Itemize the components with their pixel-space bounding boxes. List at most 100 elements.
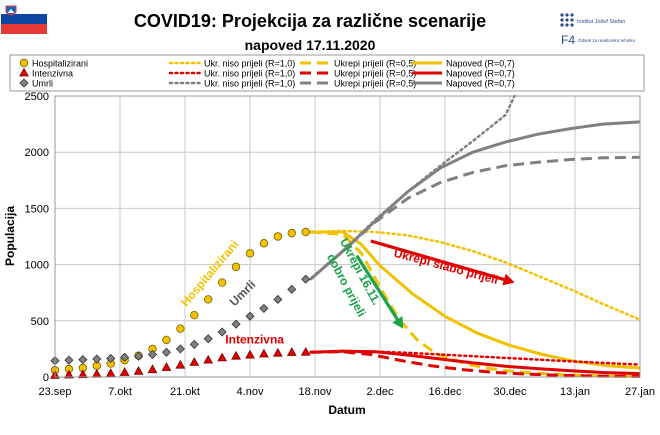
data-point <box>217 278 227 287</box>
data-point <box>189 357 200 366</box>
y-tick-label: 2000 <box>25 147 49 159</box>
data-point <box>300 346 311 356</box>
data-point <box>301 227 310 237</box>
legend-entry: Napoved (R=0,7) <box>412 79 515 89</box>
series-7 <box>310 350 641 378</box>
arrow-shaft <box>355 254 399 321</box>
ijs-logo: Institut Jožef Stefan <box>560 13 625 27</box>
data-point <box>120 352 130 362</box>
legend-entry: Napoved (R=0,7) <box>412 59 515 69</box>
series-layer <box>50 94 642 379</box>
legend-label: Napoved (R=0,7) <box>446 59 515 69</box>
legend-label: Intenzivna <box>32 69 73 79</box>
plot-border <box>54 95 641 378</box>
data-point <box>245 311 255 321</box>
series-11 <box>309 120 641 281</box>
y-tick-label: 2500 <box>25 91 49 103</box>
data-point <box>64 369 74 379</box>
x-tick-label: 7.okt <box>108 386 132 398</box>
data-point <box>161 347 171 357</box>
x-tick-label: 30.dec <box>493 386 527 398</box>
data-point <box>231 319 241 329</box>
data-point <box>272 347 283 357</box>
legend-label: Ukr. niso prijeli (R=1,0) <box>204 79 295 89</box>
y-tick-label: 500 <box>31 316 49 328</box>
x-tick-label: 21.okt <box>170 386 200 398</box>
y-tick-label: 1000 <box>25 260 49 272</box>
flag-stripe-white <box>1 4 47 14</box>
y-tick-label: 0 <box>43 372 49 384</box>
legend-label: Umrli <box>32 79 53 89</box>
data-point <box>204 295 213 304</box>
data-point <box>133 366 144 375</box>
y-tick-labels: 0 500 1000 1500 2000 2500 <box>25 91 49 384</box>
chart-subtitle: napoved 17.11.2020 <box>245 37 376 53</box>
data-point <box>287 228 296 238</box>
data-point <box>287 284 297 294</box>
series-4 <box>310 230 641 378</box>
data-point <box>119 367 130 376</box>
slovenia-flag <box>1 4 47 34</box>
f4-logo: F4 Odsek za reaktorsko tehniko <box>561 33 636 47</box>
data-point <box>92 354 102 364</box>
data-point <box>190 310 199 320</box>
series-2 <box>50 274 311 366</box>
y-tick-label: 1500 <box>25 203 49 215</box>
annotation-label: Intenzivna <box>225 332 284 346</box>
x-tick-label: 27.jan <box>625 386 655 398</box>
data-point <box>77 369 88 379</box>
legend-swatch <box>19 78 29 88</box>
x-tick-label: 18.nov <box>298 386 332 398</box>
data-point <box>245 349 255 359</box>
chart-title: COVID19: Projekcija za različne scenarij… <box>134 11 486 31</box>
x-tick-label: 16.dec <box>428 386 462 398</box>
legend-swatch <box>19 67 29 77</box>
data-point <box>231 350 241 360</box>
data-point <box>175 344 185 354</box>
x-tick-label: 13.jan <box>560 386 590 398</box>
legend-entry: Ukr. niso prijeli (R=1,0) <box>168 69 295 79</box>
arrow-layer <box>355 239 515 329</box>
legend-entry: Intenzivna <box>19 67 73 79</box>
legend-label: Ukr. niso prijeli (R=1,0) <box>204 59 295 69</box>
series-line <box>309 120 641 281</box>
x-tick-labels: 23.sep 7.okt 21.okt 4.nov 18.nov 2.dec 16.dec 3… <box>38 386 655 398</box>
data-point <box>259 303 269 314</box>
flag-coat-of-arms-icon <box>5 5 17 16</box>
y-axis-label: Populacija <box>3 206 17 266</box>
x-tick-label: 2.dec <box>367 386 394 398</box>
data-point <box>176 324 185 333</box>
data-point <box>147 364 158 374</box>
legend-entry: Ukrepi prijeli (R=0,5) <box>300 69 416 79</box>
series-line <box>310 349 641 376</box>
legend-entry: Napoved (R=0,7) <box>412 69 515 79</box>
x-tick-label: 4.nov <box>237 386 264 398</box>
series-line <box>310 230 641 378</box>
data-point <box>175 359 186 369</box>
data-point <box>78 355 88 365</box>
data-point <box>273 294 283 305</box>
data-point <box>301 274 311 284</box>
legend-swatch <box>19 58 29 68</box>
arrow-head <box>502 273 515 286</box>
legend-label: Ukr. niso prijeli (R=1,0) <box>204 69 295 79</box>
legend-label: Napoved (R=0,7) <box>446 79 515 89</box>
data-point <box>245 249 255 258</box>
legend-label: Ukrepi prijeli (R=0,5) <box>334 59 416 69</box>
arrow-shaft <box>370 239 505 282</box>
data-point <box>106 353 116 364</box>
f4-logo-text: Odsek za reaktorsko tehniko <box>578 38 636 43</box>
ijs-logo-text: Institut Jožef Stefan <box>577 19 625 25</box>
x-tick-label: 23.sep <box>38 386 71 398</box>
data-point <box>161 362 172 371</box>
data-point <box>217 327 227 337</box>
data-point <box>203 354 214 364</box>
legend-entry: Ukrepi prijeli (R=0,5) <box>300 79 416 89</box>
legend-label: Hospitalizirani <box>32 59 88 69</box>
data-point <box>147 349 158 360</box>
data-point <box>189 339 199 349</box>
data-point <box>231 262 241 272</box>
